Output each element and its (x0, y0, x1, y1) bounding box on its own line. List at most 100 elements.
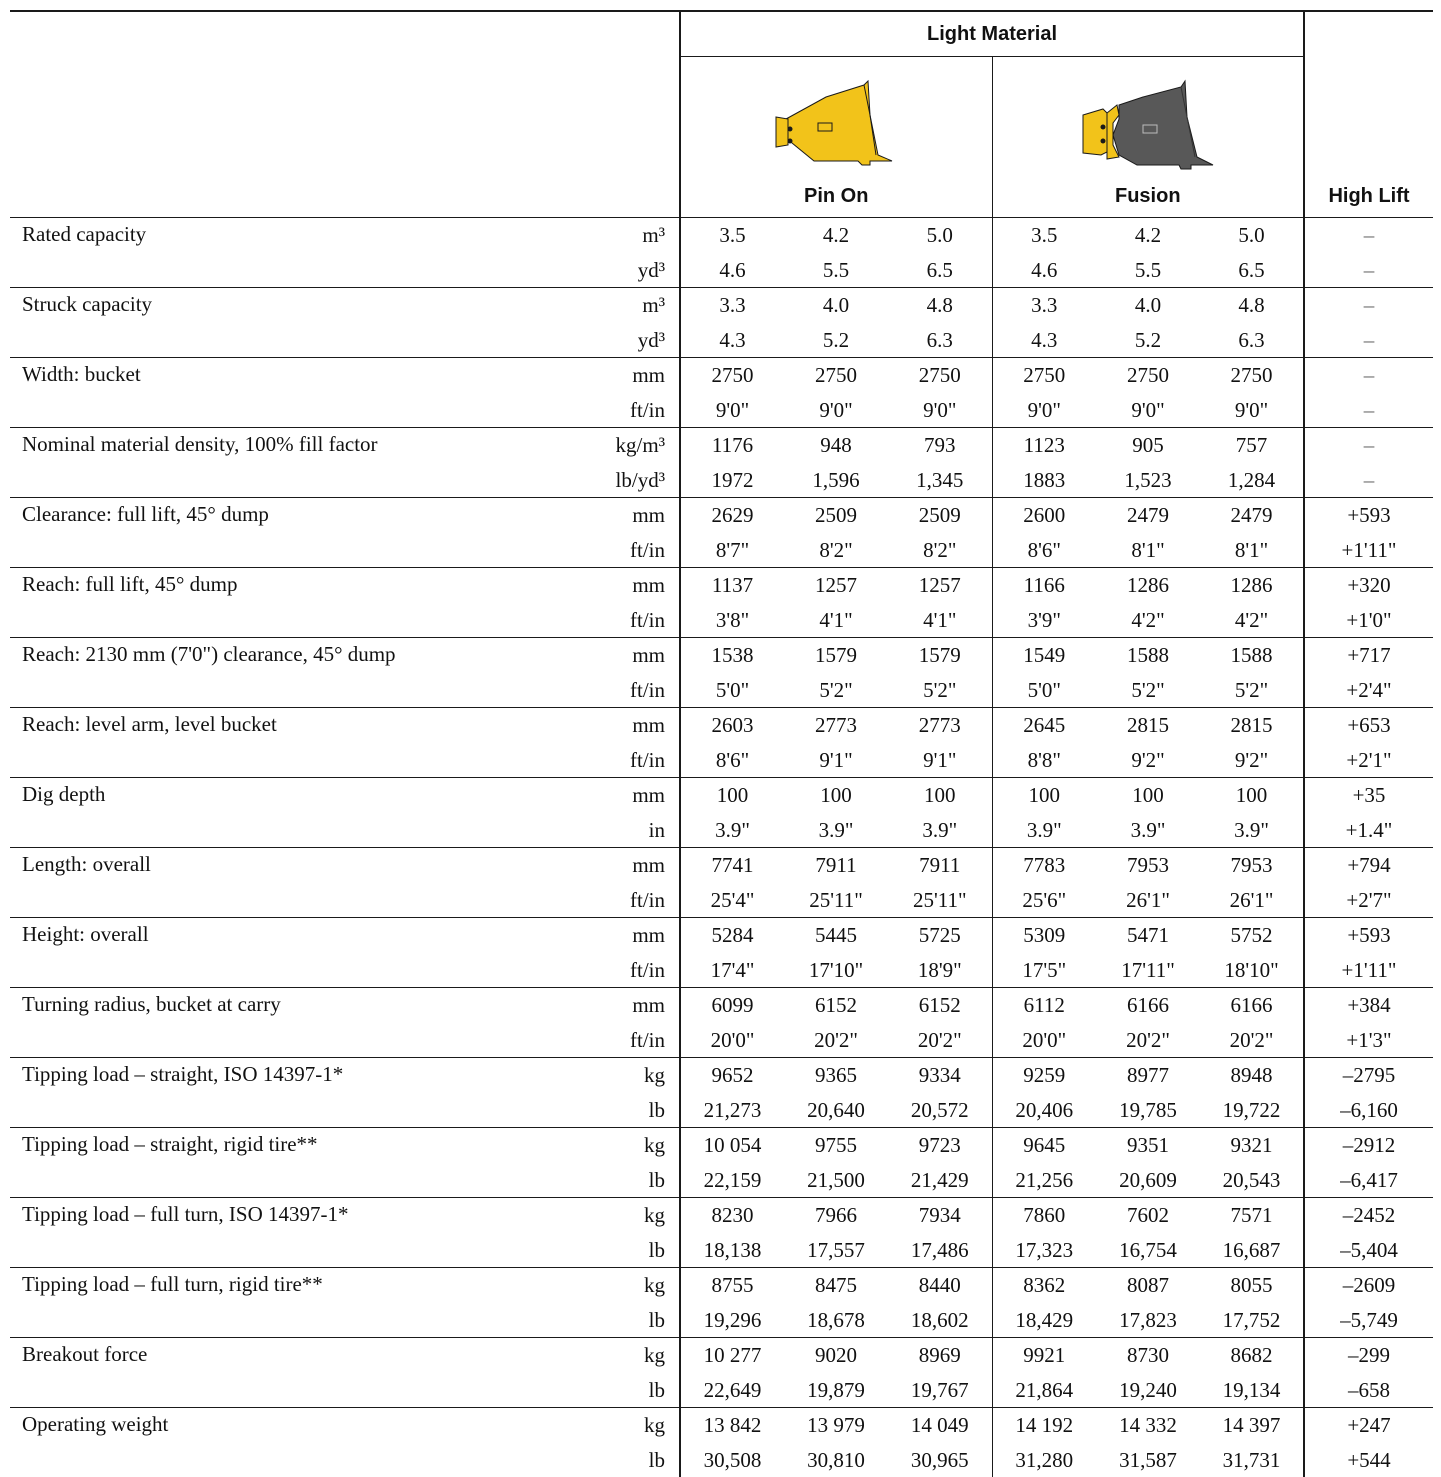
value-cell: 30,965 (888, 1443, 992, 1477)
value-cell: 5.2 (1096, 323, 1200, 358)
value-cell: 9334 (888, 1058, 992, 1093)
row-label: Tipping load – full turn, rigid tire** (10, 1268, 590, 1338)
value-cell: 8'7" (680, 533, 784, 568)
high-lift-cell: – (1304, 358, 1433, 393)
unit-cell: kg (590, 1408, 680, 1443)
unit-cell: lb (590, 1093, 680, 1128)
value-cell: 100 (784, 778, 888, 813)
value-cell: 16,754 (1096, 1233, 1200, 1268)
value-cell: 2600 (992, 498, 1096, 533)
value-cell: 7953 (1200, 848, 1304, 883)
value-cell: 19,240 (1096, 1373, 1200, 1408)
value-cell: 7966 (784, 1198, 888, 1233)
value-cell: 17'5" (992, 953, 1096, 988)
value-cell: 4.3 (992, 323, 1096, 358)
table-row: Nominal material density, 100% fill fact… (10, 428, 1433, 463)
value-cell: 9'0" (888, 393, 992, 428)
value-cell: 2509 (888, 498, 992, 533)
value-cell: 7783 (992, 848, 1096, 883)
value-cell: 8969 (888, 1338, 992, 1373)
value-cell: 3.9" (992, 813, 1096, 848)
value-cell: 7911 (888, 848, 992, 883)
high-lift-cell: +717 (1304, 638, 1433, 673)
value-cell: 4.0 (1096, 288, 1200, 323)
value-cell: 20'2" (784, 1023, 888, 1058)
value-cell: 7953 (1096, 848, 1200, 883)
high-lift-cell: –5,404 (1304, 1233, 1433, 1268)
value-cell: 6166 (1200, 988, 1304, 1023)
value-cell: 13 842 (680, 1408, 784, 1443)
value-cell: 1257 (888, 568, 992, 603)
value-cell: 793 (888, 428, 992, 463)
unit-cell: kg/m³ (590, 428, 680, 463)
header-row-labels: Pin On Fusion High Lift (10, 175, 1433, 218)
value-cell: 5752 (1200, 918, 1304, 953)
value-cell: 20'0" (992, 1023, 1096, 1058)
high-lift-cell: +247 (1304, 1408, 1433, 1443)
value-cell: 6.5 (888, 253, 992, 288)
value-cell: 2773 (784, 708, 888, 743)
high-lift-cell: –2452 (1304, 1198, 1433, 1233)
value-cell: 2750 (1200, 358, 1304, 393)
value-cell: 5445 (784, 918, 888, 953)
value-cell: 1137 (680, 568, 784, 603)
value-cell: 2773 (888, 708, 992, 743)
value-cell: 7934 (888, 1198, 992, 1233)
value-cell: 3.9" (1096, 813, 1200, 848)
spec-table-wrapper: Light Material (10, 10, 1433, 1477)
high-lift-cell: – (1304, 463, 1433, 498)
value-cell: 7571 (1200, 1198, 1304, 1233)
value-cell: 8730 (1096, 1338, 1200, 1373)
unit-cell: ft/in (590, 953, 680, 988)
value-cell: 14 332 (1096, 1408, 1200, 1443)
value-cell: 17,823 (1096, 1303, 1200, 1338)
value-cell: 19,134 (1200, 1373, 1304, 1408)
value-cell: 9921 (992, 1338, 1096, 1373)
value-cell: 9259 (992, 1058, 1096, 1093)
value-cell: 9'0" (680, 393, 784, 428)
unit-cell: mm (590, 568, 680, 603)
row-label: Length: overall (10, 848, 590, 918)
value-cell: 9723 (888, 1128, 992, 1163)
value-cell: 20,572 (888, 1093, 992, 1128)
value-cell: 19,879 (784, 1373, 888, 1408)
table-row: Tipping load – full turn, ISO 14397-1*kg… (10, 1198, 1433, 1233)
value-cell: 8055 (1200, 1268, 1304, 1303)
value-cell: 5.0 (888, 218, 992, 253)
value-cell: 6166 (1096, 988, 1200, 1023)
value-cell: 8440 (888, 1268, 992, 1303)
value-cell: 5.5 (784, 253, 888, 288)
value-cell: 14 192 (992, 1408, 1096, 1443)
value-cell: 21,273 (680, 1093, 784, 1128)
value-cell: 20,543 (1200, 1163, 1304, 1198)
value-cell: 3.3 (992, 288, 1096, 323)
value-cell: 13 979 (784, 1408, 888, 1443)
fusion-heading: Fusion (992, 175, 1304, 218)
value-cell: 20,640 (784, 1093, 888, 1128)
high-lift-cell: +1.4" (1304, 813, 1433, 848)
high-lift-cell: – (1304, 218, 1433, 253)
value-cell: 20'2" (1200, 1023, 1304, 1058)
value-cell: 4.0 (784, 288, 888, 323)
unit-cell: mm (590, 918, 680, 953)
high-lift-cell: – (1304, 253, 1433, 288)
value-cell: 8475 (784, 1268, 888, 1303)
value-cell: 8230 (680, 1198, 784, 1233)
value-cell: 8948 (1200, 1058, 1304, 1093)
value-cell: 3.9" (1200, 813, 1304, 848)
value-cell: 3'9" (992, 603, 1096, 638)
row-label: Nominal material density, 100% fill fact… (10, 428, 590, 498)
value-cell: 8'2" (784, 533, 888, 568)
value-cell: 21,429 (888, 1163, 992, 1198)
value-cell: 18,678 (784, 1303, 888, 1338)
value-cell: 1588 (1096, 638, 1200, 673)
high-lift-cell: +544 (1304, 1443, 1433, 1477)
value-cell: 9020 (784, 1338, 888, 1373)
value-cell: 21,500 (784, 1163, 888, 1198)
table-row: Reach: 2130 mm (7'0") clearance, 45° dum… (10, 638, 1433, 673)
value-cell: 4.8 (888, 288, 992, 323)
